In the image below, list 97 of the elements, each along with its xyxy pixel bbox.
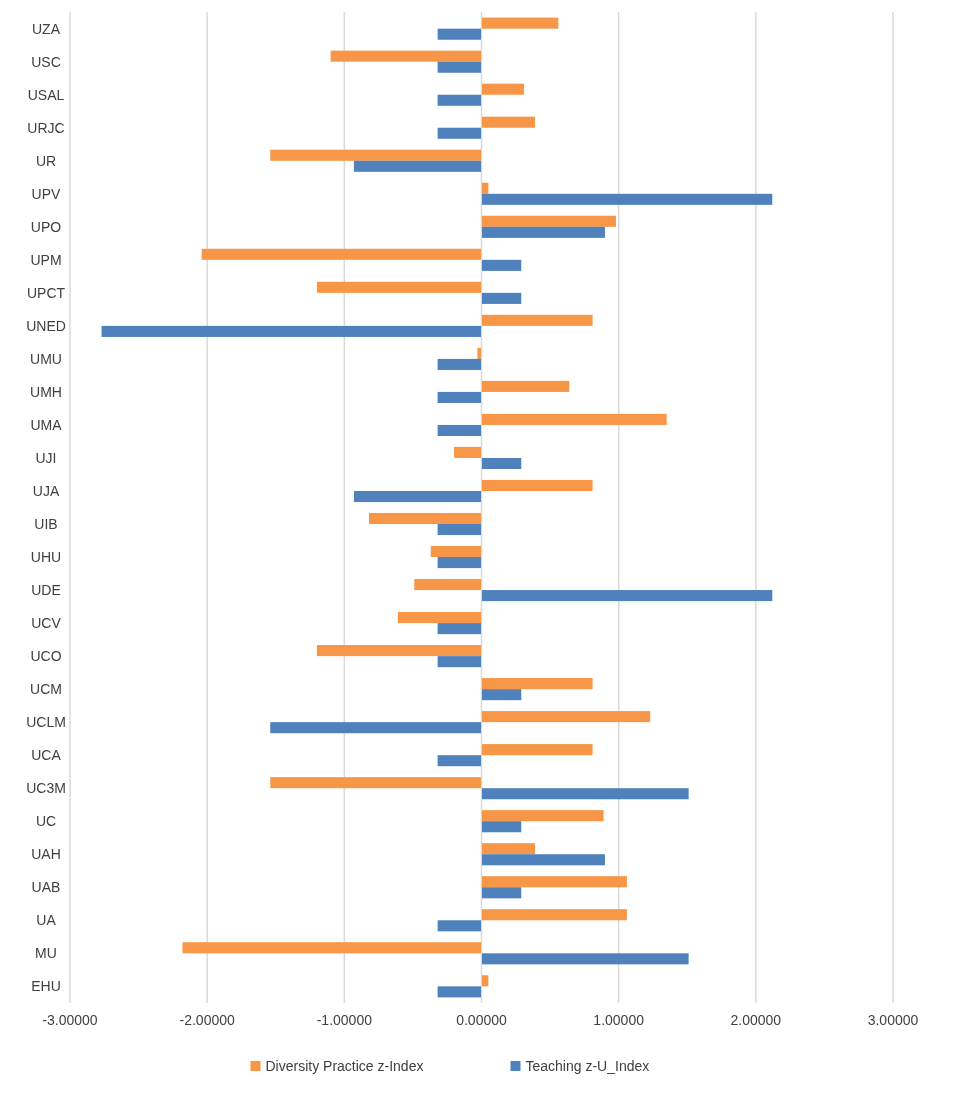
y-tick-label: UCV	[31, 614, 62, 631]
y-tick-label: EHU	[31, 978, 61, 995]
y-tick-label: UAH	[31, 846, 61, 863]
bar	[481, 711, 651, 723]
bar	[481, 259, 522, 271]
bar	[481, 909, 627, 921]
x-tick-label: 2.00000	[730, 1012, 782, 1028]
bar	[430, 545, 482, 558]
bar	[481, 876, 627, 888]
bar	[481, 457, 522, 470]
y-tick-label: UJA	[32, 482, 60, 499]
y-tick-label: UMH	[30, 383, 62, 400]
bar	[330, 50, 482, 62]
x-tick-label: 0.00000	[456, 1012, 508, 1028]
bar	[481, 689, 522, 701]
bar	[481, 953, 689, 965]
x-tick-label: 1.00000	[593, 1012, 645, 1028]
y-tick-label: UR	[35, 152, 57, 169]
bar	[437, 358, 482, 370]
bar	[481, 887, 522, 899]
bar	[481, 116, 535, 128]
y-tick-label: USAL	[27, 86, 65, 103]
y-tick-label: UDE	[31, 581, 61, 598]
bar	[353, 160, 482, 172]
bar	[437, 424, 482, 437]
bar	[481, 843, 535, 855]
bar	[481, 314, 593, 326]
y-tick-label: UHU	[30, 548, 62, 565]
bar	[437, 986, 482, 998]
bar	[437, 127, 482, 139]
y-tick-label: UPV	[31, 185, 62, 202]
bar	[101, 325, 482, 337]
y-tick-label: UMA	[30, 416, 63, 433]
y-tick-label: UJI	[35, 449, 57, 466]
bar	[182, 942, 482, 954]
bar	[369, 512, 482, 525]
y-tick-label: UCA	[31, 747, 62, 764]
bar	[437, 524, 482, 536]
bar	[481, 292, 522, 304]
y-tick-label: UMU	[30, 350, 62, 367]
bar	[316, 281, 482, 293]
bar	[481, 413, 667, 425]
y-tick-label: UCO	[30, 648, 62, 664]
bar	[437, 557, 482, 569]
y-tick-label: UIB	[34, 515, 58, 532]
bar	[481, 744, 593, 756]
y-tick-label: UA	[36, 912, 57, 929]
bar	[437, 920, 482, 932]
bar	[316, 645, 482, 657]
bar	[481, 854, 605, 866]
y-tick-label: URJC	[27, 119, 65, 136]
x-tick-label: -3.00000	[42, 1012, 98, 1028]
bar	[481, 83, 525, 95]
bar	[437, 391, 482, 403]
bar	[353, 490, 482, 503]
bar	[481, 821, 522, 833]
y-tick-label: UC	[35, 813, 57, 830]
bar	[437, 623, 482, 635]
bar	[477, 347, 482, 359]
bar	[481, 226, 605, 238]
y-tick-label: USC	[31, 53, 61, 70]
bar	[481, 590, 773, 602]
y-tick-label: UNED	[26, 317, 66, 334]
legend-label: Teaching z-U_Index	[525, 1058, 650, 1074]
y-tick-label: MU	[35, 945, 57, 962]
y-tick-label: UPO	[30, 218, 62, 235]
bar	[481, 215, 616, 227]
bar	[481, 193, 773, 205]
bar	[481, 788, 689, 800]
bar	[481, 479, 593, 491]
bar	[481, 17, 559, 29]
bar	[437, 656, 482, 668]
bar	[270, 722, 482, 734]
bar	[270, 777, 482, 789]
y-tick-label: UPCT	[26, 284, 66, 301]
y-tick-label: UCM	[30, 681, 62, 698]
y-tick-label: UPM	[30, 251, 62, 268]
bar	[437, 28, 482, 40]
bar	[414, 578, 482, 591]
bar	[481, 678, 593, 690]
y-tick-label: UCLM	[26, 714, 66, 731]
bar	[201, 248, 482, 260]
bar	[437, 61, 482, 73]
bar	[454, 446, 482, 458]
bar	[481, 810, 604, 822]
bar	[481, 380, 570, 392]
bar	[397, 612, 482, 624]
bar	[270, 149, 482, 161]
y-tick-label: UC3M	[26, 780, 66, 797]
y-tick-label: UZA	[32, 20, 61, 37]
y-tick-label: UAB	[31, 879, 61, 896]
bar	[437, 94, 482, 106]
x-tick-label: -2.00000	[179, 1012, 236, 1028]
x-tick-label: 3.00000	[867, 1012, 919, 1028]
x-tick-label: -1.00000	[316, 1012, 373, 1028]
bar	[437, 755, 482, 767]
legend-label: Diversity Practice z-Index	[265, 1058, 424, 1074]
